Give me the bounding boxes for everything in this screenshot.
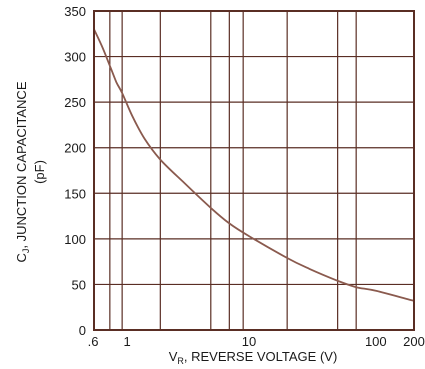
x-axis-label: VR, REVERSE VOLTAGE (V) xyxy=(169,349,338,366)
y-axis-label-main: C xyxy=(14,253,29,262)
capacitance-curve xyxy=(93,28,415,302)
y-tick-label: 150 xyxy=(64,186,86,201)
x-axis-label-sub: R xyxy=(177,356,184,366)
x-tick-label: 200 xyxy=(403,334,425,349)
y-axis-label: CJ, JUNCTION CAPACITANCE (pF) xyxy=(14,81,47,262)
y-tick-label: 200 xyxy=(64,141,86,156)
y-axis-label-unit: (pF) xyxy=(32,160,47,184)
grid xyxy=(94,11,415,330)
series xyxy=(93,28,415,302)
svg-text:CJ, JUNCTION CAPACITANCE: CJ, JUNCTION CAPACITANCE xyxy=(14,81,31,262)
y-tick-labels: 0 50 100 150 200 250 300 350 xyxy=(64,4,86,338)
y-tick-label: 350 xyxy=(64,4,86,19)
plot-frame xyxy=(93,10,415,331)
y-tick-label: 300 xyxy=(64,50,86,65)
x-tick-label: .6 xyxy=(88,334,99,349)
x-tick-label: 100 xyxy=(365,334,387,349)
y-tick-label: 50 xyxy=(72,277,86,292)
y-axis-label-sub: J xyxy=(21,249,31,254)
x-tick-label: 1 xyxy=(124,334,131,349)
x-tick-label: 10 xyxy=(242,334,256,349)
y-axis-label-rest: , JUNCTION CAPACITANCE xyxy=(14,81,29,248)
y-tick-label: 100 xyxy=(64,232,86,247)
y-tick-label: 0 xyxy=(79,323,86,338)
y-tick-label: 250 xyxy=(64,95,86,110)
x-tick-labels: .6 1 10 100 200 xyxy=(88,334,425,349)
x-axis-label-rest: , REVERSE VOLTAGE (V) xyxy=(184,349,337,364)
x-axis-label-main: V xyxy=(169,349,178,364)
